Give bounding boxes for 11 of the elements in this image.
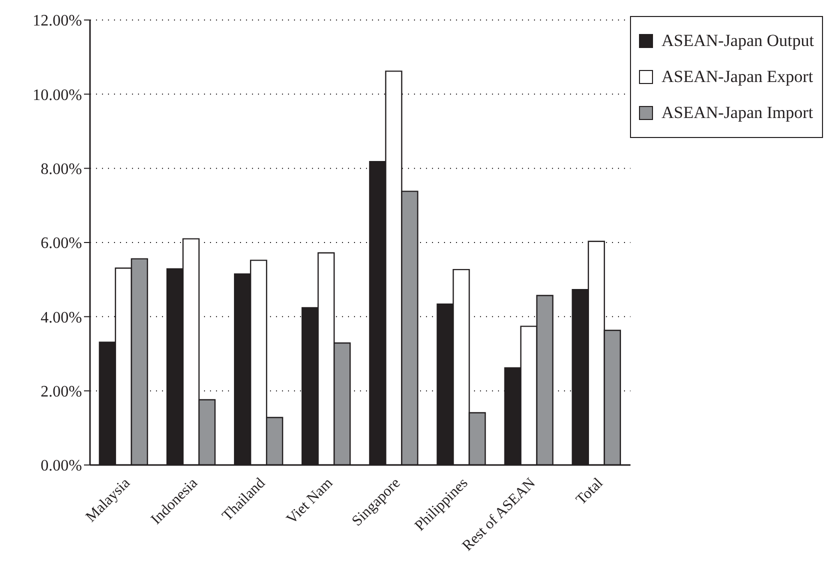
- y-tick-label: 8.00%: [40, 161, 82, 178]
- legend-label: ASEAN-Japan Output: [661, 31, 814, 51]
- y-tick-label: 2.00%: [40, 384, 82, 401]
- legend-label: ASEAN-Japan Import: [661, 103, 814, 123]
- legend-label: ASEAN-Japan Export: [661, 67, 814, 87]
- y-tick-label: 12.00%: [32, 12, 82, 30]
- y-tick-label: 10.00%: [32, 86, 82, 104]
- y-tick-label: 6.00%: [40, 235, 82, 252]
- x-tick-label: Viet Nam: [284, 475, 336, 528]
- y-tick-label: 4.00%: [40, 309, 82, 326]
- y-tick-label: 0.00%: [40, 458, 82, 475]
